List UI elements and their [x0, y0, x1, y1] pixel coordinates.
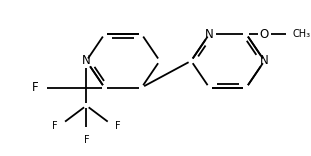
Text: F: F	[115, 121, 121, 131]
Text: CH₃: CH₃	[292, 29, 310, 39]
Text: O: O	[260, 28, 269, 41]
Text: N: N	[205, 28, 214, 41]
Text: N: N	[260, 54, 269, 67]
Text: F: F	[52, 121, 58, 131]
Text: F: F	[84, 135, 89, 145]
Text: F: F	[32, 81, 39, 94]
Text: N: N	[82, 54, 91, 67]
